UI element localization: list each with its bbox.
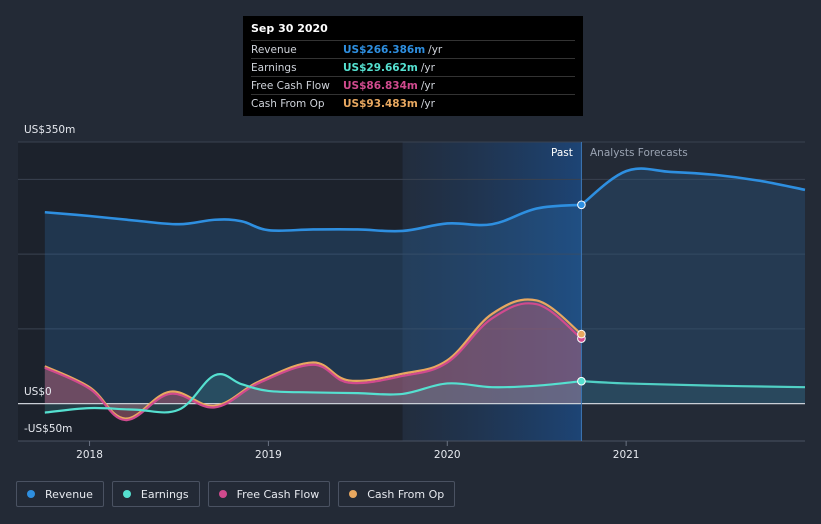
tooltip-label: Revenue (251, 43, 297, 56)
legend-item-revenue[interactable]: Revenue (16, 481, 104, 507)
tooltip-label: Cash From Op (251, 97, 325, 110)
revenue-dot-icon (27, 490, 35, 498)
cash-from-op-line (44, 298, 583, 420)
legend: Revenue Earnings Free Cash Flow Cash Fro… (16, 481, 456, 507)
legend-label: Cash From Op (367, 487, 445, 501)
earnings-dot-icon (122, 490, 131, 498)
tooltip-row-revenue: Revenue US$266.386m /yr (251, 40, 575, 58)
tooltip-unit: /yr (428, 43, 443, 56)
x-tick-label: 2020 (434, 449, 461, 461)
legend-item-earnings[interactable]: Earnings (111, 481, 200, 507)
tooltip-row-cash-from-op: Cash From Op US$93.483m /yr (251, 94, 575, 112)
tooltip-unit: /yr (420, 97, 435, 110)
legend-label: Revenue (45, 487, 93, 501)
y-axis-zero-label: US$0 (24, 386, 52, 398)
cash-from-op-area (44, 299, 582, 419)
earnings-forecast-line (581, 380, 806, 389)
earnings-line (44, 373, 582, 414)
earnings-marker (577, 376, 586, 386)
x-tick-label: 2018 (76, 449, 103, 461)
past-highlight (402, 142, 582, 441)
revenue-forecast-area (581, 168, 805, 404)
forecast-label: Analysts Forecasts (590, 147, 688, 159)
revenue-line (44, 203, 582, 233)
tooltip-value: US$266.386m (343, 43, 426, 56)
free-cash-flow-dot-icon (218, 490, 227, 498)
revenue-marker (577, 200, 586, 210)
cash-from-op-marker (577, 329, 586, 339)
tooltip-label: Earnings (251, 61, 297, 74)
past-background (18, 142, 403, 441)
tooltip-date: Sep 30 2020 (251, 22, 328, 35)
y-axis-top-label: US$350m (24, 124, 76, 136)
legend-item-cash-from-op[interactable]: Cash From Op (338, 481, 456, 507)
legend-label: Free Cash Flow (236, 487, 320, 501)
x-tick-label: 2019 (255, 449, 282, 461)
tooltip-value: US$29.662m (343, 61, 418, 74)
legend-label: Earnings (140, 487, 189, 501)
tooltip-value: US$93.483m (343, 97, 418, 110)
revenue-forecast-line (580, 167, 806, 206)
tooltip-value: US$86.834m (343, 79, 418, 92)
legend-item-free-cash-flow[interactable]: Free Cash Flow (207, 481, 331, 507)
tooltip-label: Free Cash Flow (251, 79, 330, 92)
past-label: Past (551, 147, 573, 159)
tooltip: Sep 30 2020 Revenue US$266.386m /yr Earn… (243, 16, 583, 116)
y-axis-bottom-label: -US$50m (24, 423, 73, 435)
tooltip-unit: /yr (420, 79, 435, 92)
cash-from-op-dot-icon (349, 490, 358, 498)
free-cash-flow-line (44, 302, 583, 422)
tooltip-unit: /yr (420, 61, 435, 74)
tooltip-row-free-cash-flow: Free Cash Flow US$86.834m /yr (251, 76, 575, 94)
tooltip-row-earnings: Earnings US$29.662m /yr (251, 58, 575, 76)
free-cash-flow-area (44, 303, 582, 421)
x-tick-label: 2021 (613, 449, 640, 461)
revenue-area (44, 204, 582, 404)
